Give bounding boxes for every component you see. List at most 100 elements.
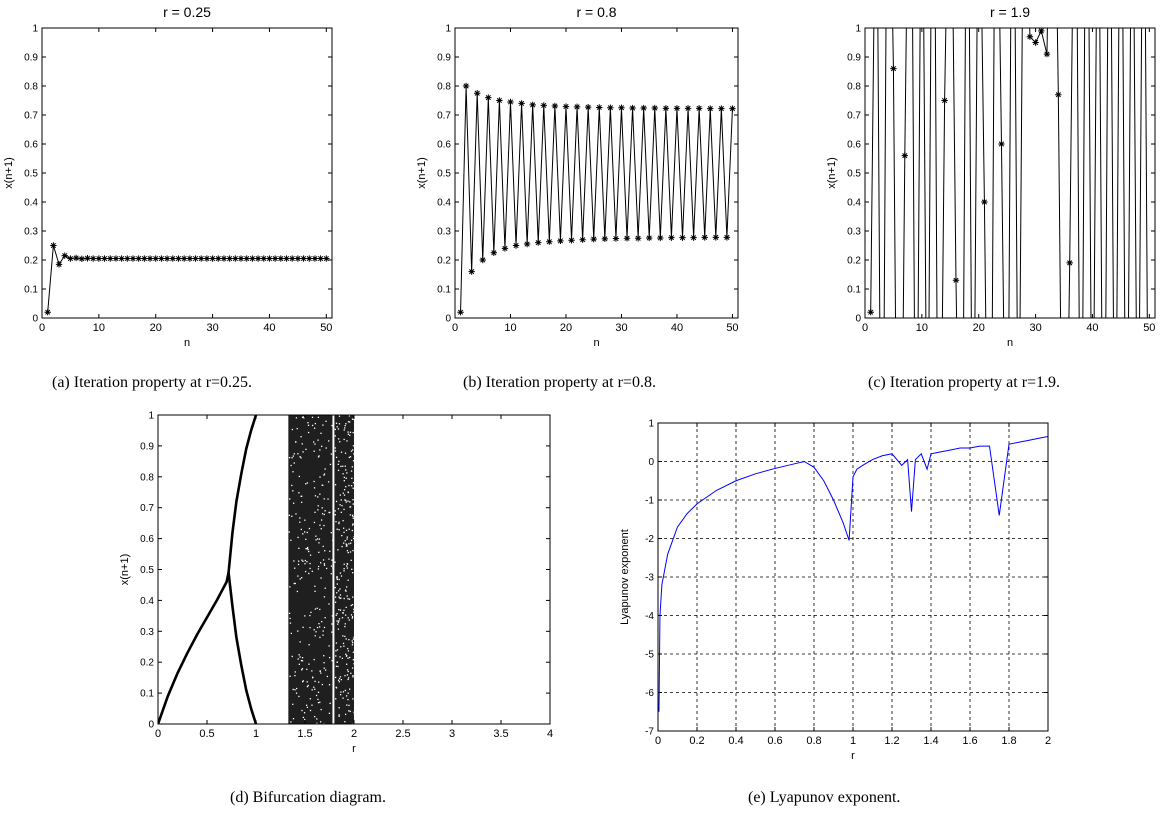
chaotic-gap <box>351 514 354 516</box>
chaotic-gap <box>314 443 316 445</box>
chaotic-gap <box>313 480 315 483</box>
chaotic-gap <box>288 612 291 615</box>
chaotic-gap <box>331 631 333 633</box>
chaotic-gap <box>342 520 344 522</box>
chaotic-gap <box>347 670 349 673</box>
chaotic-gap <box>301 577 303 579</box>
chaotic-gap <box>328 558 330 560</box>
chaotic-gap <box>307 422 309 424</box>
data-point <box>232 255 239 262</box>
chaotic-gap <box>350 450 353 452</box>
chaotic-gap <box>295 513 297 515</box>
chaotic-gap <box>306 531 308 534</box>
data-point <box>163 255 171 262</box>
y-tick-label: -2 <box>645 534 654 545</box>
y-tick-label: 0.5 <box>847 169 861 180</box>
x-tick-label: 0.2 <box>689 735 704 747</box>
x-tick-label: 50 <box>726 322 738 334</box>
chaotic-gap <box>339 494 342 496</box>
x-axis-label: n <box>593 337 599 349</box>
chaotic-gap <box>322 559 325 561</box>
chaotic-gap <box>319 636 321 639</box>
chaotic-gap <box>294 689 296 691</box>
chaotic-gap <box>302 681 304 683</box>
chaotic-gap <box>345 654 348 657</box>
chaotic-gap <box>337 590 340 592</box>
chaotic-gap <box>336 620 338 622</box>
x-tick-label: 40 <box>671 322 683 334</box>
chaotic-gap <box>336 592 338 594</box>
chaotic-gap <box>340 691 342 693</box>
chaotic-gap <box>314 511 316 513</box>
data-point <box>152 255 159 262</box>
y-axis-label: Lyapunov exponent <box>619 529 631 625</box>
chaotic-band <box>288 415 333 724</box>
chaotic-gap <box>336 576 338 578</box>
chaotic-gap <box>337 469 340 472</box>
x-tick-label: 20 <box>973 322 985 334</box>
y-tick-label: 0 <box>148 720 154 731</box>
data-point <box>1066 259 1073 267</box>
data-point <box>209 255 216 262</box>
data-point <box>657 234 664 242</box>
data-point <box>323 255 330 262</box>
chaotic-gap <box>348 638 350 641</box>
chaotic-gap <box>310 611 312 614</box>
data-point <box>215 255 222 262</box>
chaotic-gap <box>334 514 336 516</box>
x-tick-label: 3 <box>449 728 455 740</box>
chaotic-gap <box>345 655 348 657</box>
data-point <box>306 255 313 262</box>
y-tick-label: 0.3 <box>847 227 861 238</box>
chaotic-gap <box>342 691 345 693</box>
chaotic-gap <box>338 596 340 598</box>
chaotic-gap <box>316 718 318 720</box>
bifurcation-branch <box>227 415 258 573</box>
data-point <box>646 234 653 242</box>
chaotic-gap <box>322 484 324 486</box>
chaotic-gap <box>338 521 340 523</box>
data-point <box>601 235 609 243</box>
data-point <box>507 98 514 106</box>
chaotic-gap <box>335 614 337 616</box>
chaotic-gap <box>338 460 340 463</box>
panel-d: 0 0.5 1 1.5 2 2.5 3 3.5 4 0 0.1 0.2 0.3 0.4 0.5 0.6 0.7 0… <box>100 400 570 770</box>
data-point <box>623 235 631 242</box>
data-point <box>684 105 692 112</box>
chaotic-gap <box>334 450 337 452</box>
chaotic-gap <box>349 431 352 433</box>
chaotic-gap <box>344 424 346 427</box>
data-point <box>634 235 642 242</box>
chaotic-gap <box>322 424 324 426</box>
chaotic-gap <box>340 465 342 468</box>
data-point <box>695 105 703 112</box>
chaotic-gap <box>338 528 340 531</box>
chaotic-gap <box>326 675 329 678</box>
chaotic-gap <box>323 524 325 527</box>
chaotic-gap <box>325 447 327 449</box>
chaotic-gap <box>318 551 320 554</box>
chaotic-gap <box>313 629 315 631</box>
data-point <box>535 239 542 246</box>
chaotic-gap <box>351 644 354 646</box>
chaotic-gap <box>331 623 333 625</box>
chaotic-gap <box>352 596 354 598</box>
chaotic-gap <box>309 562 311 565</box>
chaotic-gap <box>345 469 347 471</box>
chaotic-gap <box>349 434 351 436</box>
data-point <box>462 82 470 90</box>
chaotic-gap <box>291 428 294 431</box>
chaotic-gap <box>300 501 303 503</box>
chaotic-gap <box>324 587 326 589</box>
data-point <box>294 255 302 262</box>
chaotic-gap <box>351 617 354 619</box>
data-point <box>890 65 897 72</box>
chaotic-gap <box>327 498 329 500</box>
chaotic-gap <box>331 659 333 662</box>
x-tick-label: 0.5 <box>199 728 214 740</box>
chaotic-gap <box>334 586 336 589</box>
chaotic-gap <box>335 698 337 700</box>
x-tick-label: 0.4 <box>728 735 743 747</box>
data-point <box>226 255 233 262</box>
y-tick-label: 0.2 <box>140 658 154 669</box>
